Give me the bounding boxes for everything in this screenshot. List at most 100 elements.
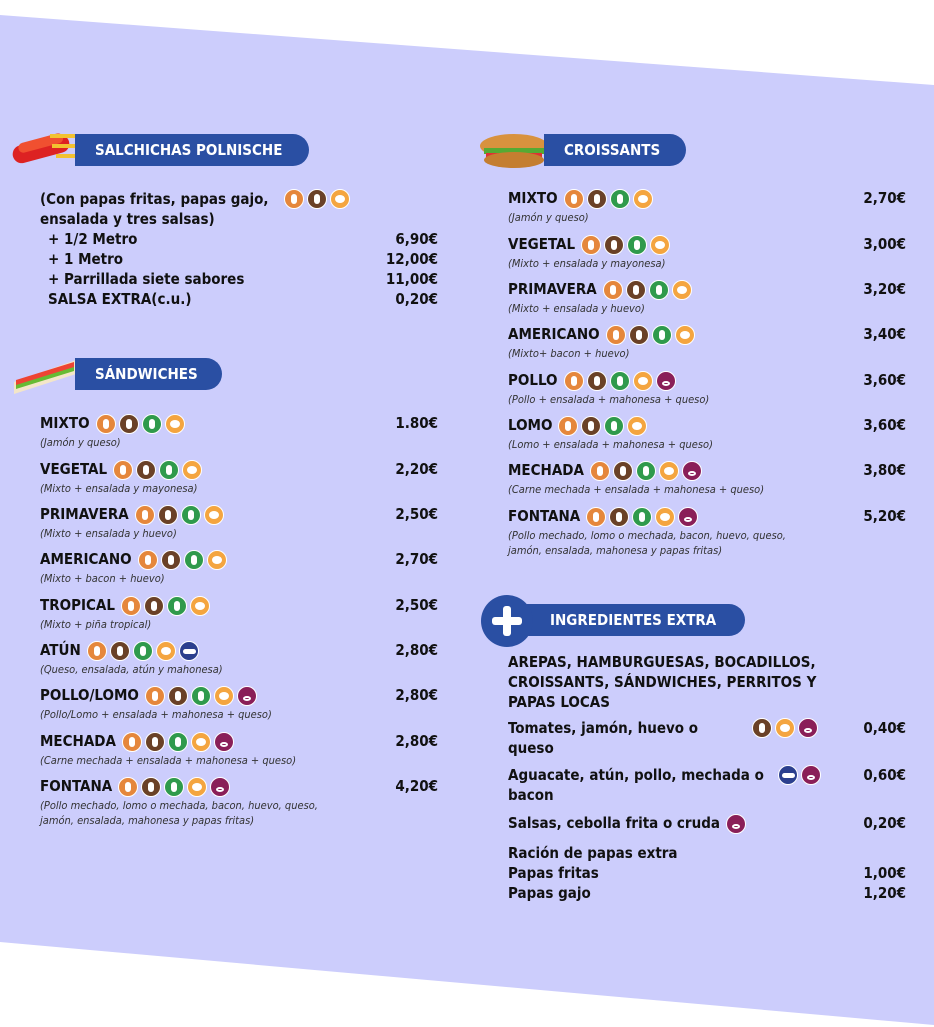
menu-item: MECHADA 3,80€ (Carne mechada + ensalada + … [508, 460, 906, 497]
item-name: VEGETAL [508, 235, 576, 253]
allergen-icon [164, 413, 185, 434]
item-price: 2,50€ [395, 596, 438, 614]
menu-item: Salsas, cebolla frita o cruda 0,20€ [508, 813, 906, 834]
item-price: 6,90€ [395, 230, 438, 248]
allergen-icon [190, 731, 211, 752]
item-name: + Parrillada siete sabores [48, 270, 245, 288]
menu-item: Papas fritas 1,00€ [508, 863, 906, 883]
allergen-icons [95, 413, 188, 434]
allergen-icon [635, 460, 656, 481]
allergen-icons [558, 415, 650, 436]
allergen-icon [284, 189, 304, 209]
menu-item: MECHADA 2,80€ (Carne mechada + ensalada + … [40, 731, 438, 768]
menu-item: POLLO/LOMO 2,80€ (Pollo/Lomo + ensalada + … [40, 685, 438, 722]
item-description: (Mixto + ensalada y mayonesa) [508, 256, 666, 270]
allergen-icon [627, 415, 648, 436]
allergen-icon [178, 640, 199, 661]
allergen-icon [141, 776, 162, 797]
item-name: ATÚN [40, 641, 81, 659]
allergen-icon [113, 459, 134, 480]
item-description: (Carne mechada + ensalada + mahonesa + q… [40, 753, 297, 767]
allergen-icon [121, 731, 142, 752]
allergen-icon [628, 324, 649, 345]
menu-item: Aguacate, atún, pollo, mechada o bacon 0,… [508, 765, 906, 805]
menu-item: + Parrillada siete sabores 11,00€ [48, 269, 438, 289]
menu-item: PRIMAVERA 3,20€ (Mixto + ensalada y huevo) [508, 279, 906, 316]
allergen-icon [213, 731, 234, 752]
allergen-icon [632, 188, 653, 209]
item-price: 3,40€ [863, 325, 906, 343]
allergen-icon [604, 415, 625, 436]
allergen-icon [183, 549, 204, 570]
allergen-icons [284, 189, 353, 209]
allergen-icons [134, 504, 227, 525]
allergen-icon [189, 595, 210, 616]
allergen-icon [558, 415, 579, 436]
allergen-icon [136, 459, 157, 480]
section-title: SÁNDWICHES [75, 358, 222, 390]
allergen-icons [778, 765, 824, 785]
allergen-icon [210, 776, 231, 797]
allergen-icon [141, 413, 162, 434]
menu-item: POLLO 3,60€ (Pollo + ensalada + mahonesa +… [508, 370, 906, 407]
allergen-icon [651, 324, 672, 345]
allergen-icon [144, 731, 165, 752]
menu-item: TROPICAL 2,50€ (Mixto + piña tropical) [40, 595, 438, 632]
allergen-icon [118, 776, 139, 797]
allergen-icon [609, 188, 630, 209]
allergen-icon [801, 765, 821, 785]
item-name: AMERICANO [40, 550, 132, 568]
item-name: Papas gajo [508, 884, 591, 902]
allergen-icons [581, 234, 673, 255]
menu-item: FONTANA 4,20€ (Pollo mechado, lomo o mecha… [40, 776, 438, 828]
item-name: + 1 Metro [48, 250, 124, 268]
item-name: MIXTO [508, 189, 558, 207]
menu-item: FONTANA 5,20€ (Pollo mechado, lomo o mecha… [508, 506, 906, 558]
allergen-icon [655, 506, 676, 527]
menu-item: LOMO 3,60€ (Lomo + ensalada + mahonesa + q… [508, 415, 906, 452]
allergen-icon [160, 549, 181, 570]
allergen-icon [655, 370, 676, 391]
allergen-icon [604, 234, 625, 255]
allergen-icon [632, 370, 653, 391]
allergen-icon [798, 718, 818, 738]
section-title: SALCHICHAS POLNISCHE [75, 134, 309, 166]
allergen-icon [589, 460, 610, 481]
item-name: LOMO [508, 416, 553, 434]
allergen-icon [180, 504, 201, 525]
menu-item: MIXTO 2,70€ (Jamón y queso) [508, 188, 906, 225]
item-description: (Mixto + bacon + huevo) [40, 571, 165, 585]
allergen-icon [190, 685, 211, 706]
item-price: 1.80€ [395, 414, 438, 432]
allergen-icon [203, 504, 224, 525]
allergen-icon [609, 506, 630, 527]
item-price: 2,80€ [395, 732, 438, 750]
menu-item: Tomates, jamón, huevo o queso 0,40€ [508, 718, 906, 758]
allergen-icon [167, 731, 188, 752]
allergen-icon [678, 506, 699, 527]
allergen-icons [602, 279, 695, 300]
allergen-icon [625, 279, 646, 300]
allergen-icon [563, 188, 584, 209]
section-title: CROISSANTS [544, 134, 686, 166]
allergen-icon [157, 504, 178, 525]
allergen-icon [187, 776, 208, 797]
sandwich-image [14, 360, 76, 394]
allergen-icon [681, 460, 702, 481]
item-price: 2,50€ [395, 505, 438, 523]
section-title: INGREDIENTES EXTRA [520, 604, 745, 636]
allergen-icons [752, 718, 821, 738]
allergen-icon [778, 765, 798, 785]
allergen-icon [167, 685, 188, 706]
item-description: (Pollo + ensalada + mahonesa + queso) [508, 392, 710, 406]
hotdog-image [12, 133, 78, 164]
allergen-icon [563, 370, 584, 391]
allergen-icon [206, 549, 227, 570]
allergen-icons [563, 188, 656, 209]
allergen-icon [144, 685, 165, 706]
allergen-icon [609, 370, 630, 391]
item-price: 2,20€ [395, 460, 438, 478]
item-name: MECHADA [508, 461, 584, 479]
item-description: (Mixto + ensalada y huevo) [508, 301, 645, 315]
